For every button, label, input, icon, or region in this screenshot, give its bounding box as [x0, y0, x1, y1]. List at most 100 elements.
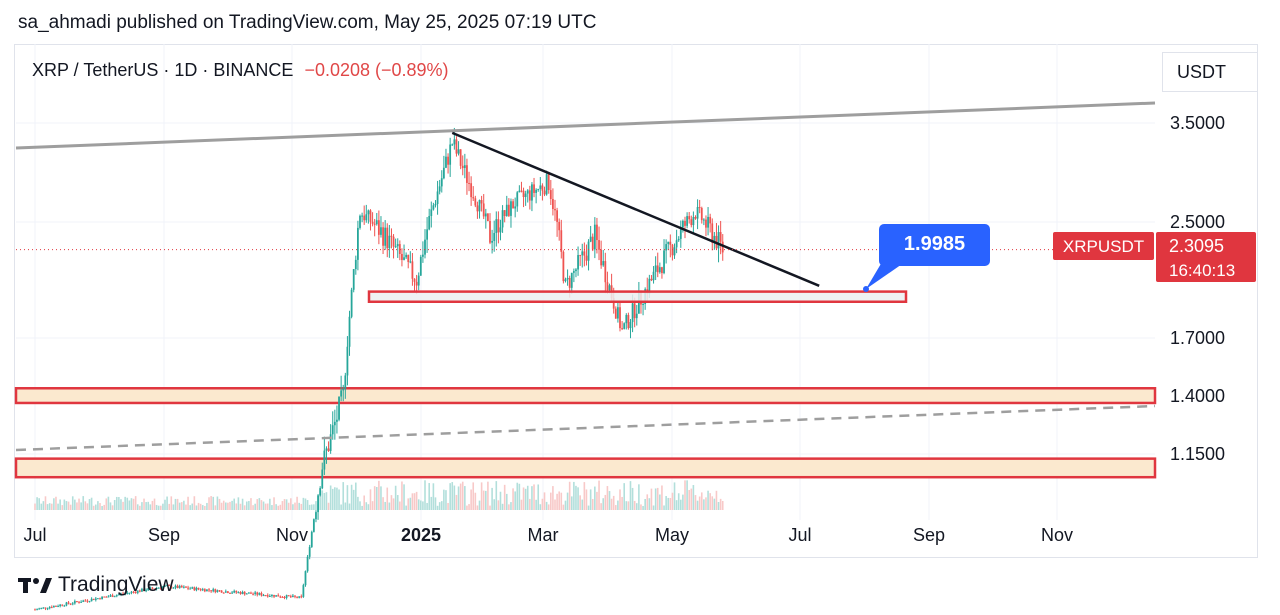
volume-bar — [371, 501, 374, 510]
candle — [665, 239, 668, 264]
candle — [436, 180, 439, 215]
candle-body — [482, 203, 485, 217]
candle-body — [340, 390, 343, 397]
candle-body — [539, 185, 542, 189]
candle-body — [317, 495, 319, 513]
candle-body — [434, 203, 437, 206]
volume-bar — [388, 502, 391, 510]
volume-bar — [562, 504, 565, 510]
candle-body — [587, 241, 590, 261]
candle-body — [690, 219, 693, 226]
volume-bar — [573, 481, 575, 510]
currency-selector[interactable]: USDT — [1162, 52, 1258, 92]
volume-bar — [157, 505, 160, 510]
candle-body — [709, 216, 712, 224]
volume-bar — [128, 500, 131, 510]
volume-bar — [505, 493, 508, 510]
volume-bar — [197, 502, 200, 510]
volume-bar — [709, 493, 711, 510]
volume-bar — [520, 499, 523, 510]
candle-body — [222, 592, 225, 594]
candle-body — [260, 593, 263, 596]
footer-brand[interactable]: TradingView — [18, 573, 174, 597]
candle — [442, 155, 445, 180]
candle-body — [193, 587, 196, 591]
volume-bar — [482, 490, 485, 510]
candle-body — [254, 592, 257, 594]
candle — [153, 588, 156, 590]
volume-bar — [155, 504, 158, 510]
candle — [690, 215, 693, 228]
candle — [537, 188, 540, 192]
candle — [191, 586, 194, 590]
candle — [428, 208, 431, 231]
candle — [419, 254, 422, 276]
volume-bar — [707, 490, 709, 510]
candle-body — [696, 207, 699, 219]
candle — [696, 199, 699, 230]
candle-body — [132, 591, 135, 593]
volume-bar — [292, 504, 294, 510]
candle-body — [602, 261, 605, 266]
candle-body — [390, 235, 393, 237]
candle-body — [214, 589, 217, 593]
volume-bar — [287, 502, 290, 510]
candle — [440, 170, 443, 193]
candle — [367, 209, 370, 224]
volume-bar — [470, 489, 472, 510]
candle-body — [564, 279, 567, 282]
candle-body — [654, 265, 657, 272]
candle — [484, 208, 487, 229]
volume-bar — [55, 496, 57, 510]
chart-grid — [16, 44, 1155, 520]
candle — [187, 585, 189, 591]
candle-body — [247, 592, 250, 594]
candle-body — [292, 595, 294, 597]
candle — [604, 252, 607, 294]
candle — [493, 220, 496, 252]
candle-body — [67, 602, 70, 604]
volume-bar — [132, 498, 135, 510]
candle — [535, 188, 538, 204]
volume-bar — [432, 483, 435, 510]
candle — [359, 214, 361, 230]
candle — [459, 149, 462, 170]
candle-body — [625, 314, 628, 324]
candle-body — [147, 588, 150, 591]
volume-bar — [480, 482, 483, 510]
candle — [380, 216, 382, 238]
volume-bar — [208, 497, 210, 510]
volume-bar — [141, 502, 143, 510]
candle-body — [554, 209, 556, 211]
candle-body — [312, 519, 315, 532]
volume-bar — [97, 501, 99, 510]
candle — [336, 405, 338, 434]
candle-body — [409, 261, 412, 263]
candle — [430, 201, 433, 228]
candle-body — [682, 220, 684, 228]
candle-body — [224, 591, 227, 593]
candle — [279, 595, 282, 599]
candle-body — [271, 594, 273, 596]
volume-bar — [591, 498, 594, 510]
x-tick-label: Mar — [528, 525, 559, 545]
volume-bar — [717, 502, 720, 510]
candle-body — [476, 205, 479, 212]
candle — [40, 607, 43, 610]
volume-bar — [671, 492, 674, 510]
y-tick-label: 3.5000 — [1170, 113, 1225, 133]
volume-bar — [329, 485, 332, 510]
candle-body — [377, 220, 380, 235]
candle — [178, 584, 181, 589]
trendlines — [15, 101, 1156, 452]
candle-body — [195, 587, 198, 591]
candle — [275, 595, 278, 597]
candle — [48, 606, 51, 610]
candle-body — [558, 221, 561, 231]
candle-body — [604, 261, 607, 283]
candle — [216, 589, 219, 593]
candle-body — [721, 241, 724, 253]
candles — [34, 127, 724, 611]
candle — [300, 594, 303, 599]
